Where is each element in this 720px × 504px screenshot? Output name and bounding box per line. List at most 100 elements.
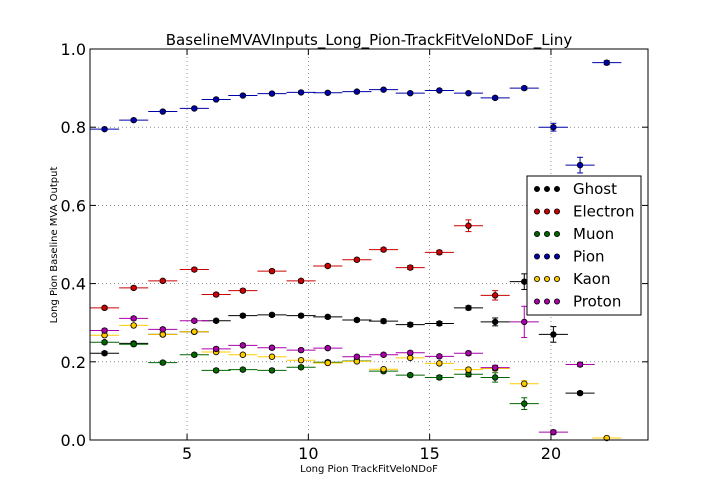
- electron-point: [159, 277, 166, 285]
- proton-point: [550, 428, 557, 436]
- ghost-point: [380, 317, 387, 325]
- ghost-point: [324, 313, 331, 321]
- kaon-point: [191, 328, 198, 335]
- y-tick-label-3: 0.6: [61, 196, 86, 215]
- legend-marker-kaon: [534, 275, 541, 282]
- electron-point: [491, 292, 499, 299]
- legend-label-muon: Muon: [573, 225, 614, 243]
- electron-point: [297, 277, 305, 285]
- pion-point: [353, 88, 361, 95]
- pion-point: [436, 87, 443, 94]
- muon-point: [521, 400, 528, 407]
- pion-point: [521, 84, 528, 92]
- plot-frame: [89, 48, 649, 441]
- legend-marker-kaon: [544, 275, 551, 282]
- electron-point: [268, 267, 276, 275]
- kaon-point: [239, 351, 247, 358]
- legend-label-kaon: Kaon: [573, 270, 610, 288]
- proton-point: [297, 346, 305, 354]
- x-tick-label-2: 15: [419, 444, 439, 463]
- muon-point: [212, 367, 220, 374]
- electron-point: [465, 222, 472, 229]
- electron-point: [407, 264, 414, 271]
- muon-point: [159, 359, 166, 366]
- pion-point: [324, 89, 331, 96]
- proton-point: [380, 351, 387, 358]
- y-tick-label-5: 1.0: [61, 40, 86, 59]
- proton-point: [324, 344, 331, 352]
- legend-label-ghost: Ghost: [573, 180, 617, 198]
- legend-label-proton: Proton: [573, 293, 621, 311]
- legend-entry-electron: Electron: [534, 203, 635, 221]
- ghost-point: [353, 316, 361, 324]
- legend-marker-pion: [554, 253, 561, 260]
- legend-marker-electron: [534, 208, 541, 215]
- kaon-point: [436, 360, 443, 367]
- muon-point: [191, 351, 198, 358]
- pion-point: [603, 59, 610, 66]
- legend-marker-kaon: [554, 275, 561, 282]
- axis-ticks: 5 10 15 20 0.0 0.2 0.4 0.6 0.8 1.0: [61, 40, 648, 463]
- pion-point: [576, 161, 584, 169]
- x-axis-label: Long Pion TrackFitVeloNDoF: [300, 464, 438, 475]
- legend-marker-proton: [534, 298, 541, 305]
- pion-point: [239, 92, 247, 99]
- legend-marker-ghost: [534, 185, 541, 192]
- muon-point: [101, 339, 108, 346]
- pion-point: [380, 86, 387, 93]
- legend-box: [526, 175, 642, 316]
- pion-point: [191, 105, 198, 112]
- kaon-point: [465, 366, 472, 373]
- legend-entry-proton: Proton: [534, 293, 621, 311]
- proton-point: [465, 349, 472, 357]
- kaon-point: [603, 434, 610, 442]
- kaon-point: [268, 353, 276, 360]
- electron-point: [212, 291, 220, 298]
- chart-title: BaselineMVAVInputs_Long_Pion-TrackFitVel…: [166, 31, 573, 50]
- pion-point: [159, 108, 166, 115]
- legend-label-electron: Electron: [573, 203, 635, 221]
- pion-point: [268, 90, 276, 97]
- legend-marker-proton: [544, 298, 551, 305]
- electron-point: [380, 246, 387, 253]
- ghost-point: [436, 320, 443, 327]
- ghost-point: [550, 331, 557, 338]
- legend-marker-electron: [544, 208, 551, 215]
- x-tick-label-3: 20: [541, 444, 561, 463]
- ghost-point: [297, 312, 305, 319]
- proton-point: [212, 345, 220, 353]
- legend-marker-muon: [544, 230, 551, 237]
- kaon-point: [130, 322, 137, 329]
- legend: Ghost Electron Muon Pion Kaon Proton: [526, 175, 642, 316]
- y-tick-label-0: 0.0: [61, 431, 86, 450]
- muon-point: [268, 367, 276, 374]
- muon-point: [491, 374, 499, 381]
- muon-point: [130, 341, 137, 348]
- legend-marker-ghost: [544, 185, 551, 192]
- legend-marker-electron: [554, 208, 561, 215]
- x-tick-label-0: 5: [182, 444, 192, 463]
- proton-point: [521, 318, 528, 326]
- proton-point: [407, 349, 414, 357]
- kaon-point: [521, 380, 528, 387]
- proton-point: [576, 361, 584, 368]
- kaon-point: [324, 359, 331, 367]
- legend-entry-muon: Muon: [534, 225, 614, 243]
- pion-point: [465, 89, 472, 97]
- ghost-point: [101, 349, 108, 357]
- proton-point: [268, 344, 276, 351]
- y-tick-label-2: 0.4: [61, 275, 86, 294]
- muon-point: [436, 374, 443, 381]
- proton-point: [491, 364, 499, 371]
- muon-point: [239, 366, 247, 373]
- x-tick-label-1: 10: [298, 444, 318, 463]
- ghost-point: [491, 318, 499, 326]
- proton-point: [436, 353, 443, 360]
- ghost-point: [465, 304, 472, 312]
- electron-point: [324, 262, 331, 270]
- pion-point: [407, 89, 414, 97]
- kaon-point: [297, 357, 305, 364]
- y-tick-label-4: 0.8: [61, 118, 86, 137]
- legend-marker-pion: [544, 253, 551, 260]
